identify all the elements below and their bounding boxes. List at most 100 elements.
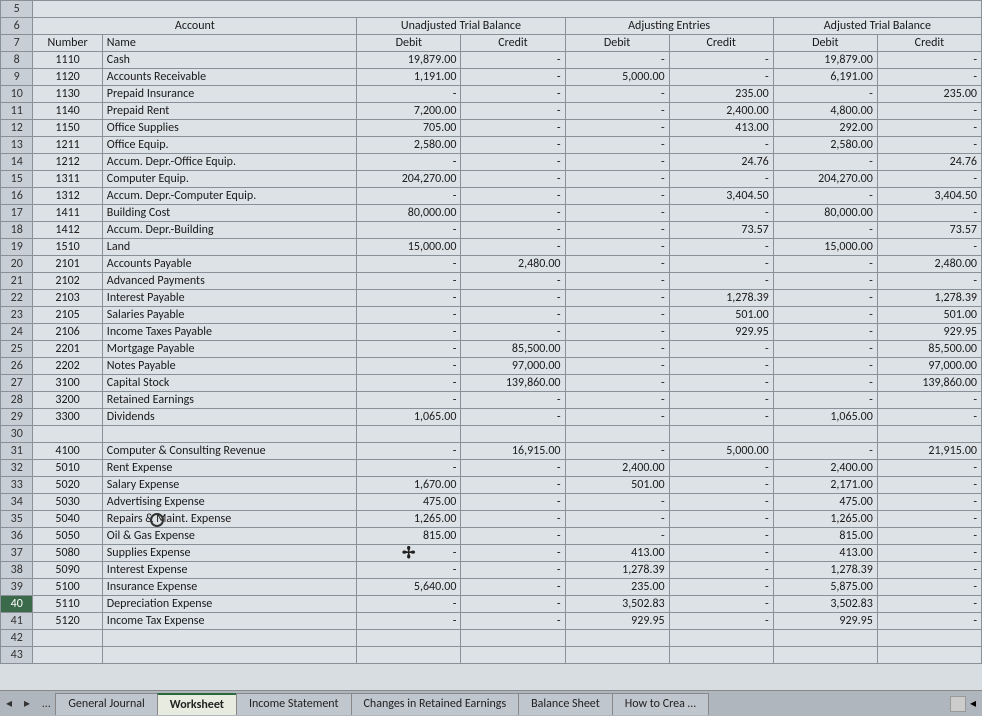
- cell-atb-debit[interactable]: 815.00: [773, 528, 877, 545]
- cell-account-number[interactable]: 5080: [33, 545, 102, 562]
- cell-account-name[interactable]: Office Equip.: [102, 137, 357, 154]
- cell-adj-credit[interactable]: 73.57: [669, 222, 773, 239]
- cell-adj-debit[interactable]: 235.00: [565, 579, 669, 596]
- cell-atb-credit[interactable]: -: [877, 528, 981, 545]
- cell-account-number[interactable]: 2103: [33, 290, 102, 307]
- cell-adj-credit[interactable]: 501.00: [669, 307, 773, 324]
- cell-empty[interactable]: [33, 1, 982, 18]
- cell-account-name[interactable]: Accum. Depr.-Office Equip.: [102, 154, 357, 171]
- cell-adj-credit[interactable]: -: [669, 579, 773, 596]
- cell-atb-credit[interactable]: -: [877, 205, 981, 222]
- cell-adj-debit[interactable]: -: [565, 392, 669, 409]
- cell-utb-credit[interactable]: 97,000.00: [461, 358, 565, 375]
- cell-adj-credit[interactable]: -: [669, 52, 773, 69]
- cell-empty[interactable]: [565, 647, 669, 664]
- row-header[interactable]: 42: [1, 630, 33, 647]
- cell-adj-debit[interactable]: -: [565, 188, 669, 205]
- cell-adj-credit[interactable]: -: [669, 273, 773, 290]
- cell-empty[interactable]: [357, 647, 461, 664]
- cell-utb-debit[interactable]: -: [357, 613, 461, 630]
- cell-utb-debit[interactable]: -: [357, 324, 461, 341]
- cell-account-number[interactable]: 1411: [33, 205, 102, 222]
- cell-account-number[interactable]: 1412: [33, 222, 102, 239]
- cell-atb-credit[interactable]: -: [877, 69, 981, 86]
- cell-atb-debit[interactable]: 80,000.00: [773, 205, 877, 222]
- cell-utb-credit[interactable]: -: [461, 579, 565, 596]
- cell-adj-credit[interactable]: 24.76: [669, 154, 773, 171]
- header-adj[interactable]: Adjusting Entries: [565, 18, 773, 35]
- cell-atb-debit[interactable]: 2,580.00: [773, 137, 877, 154]
- cell-utb-debit[interactable]: -: [357, 188, 461, 205]
- cell-adj-debit[interactable]: -: [565, 171, 669, 188]
- cell-utb-credit[interactable]: -: [461, 324, 565, 341]
- cell-utb-credit[interactable]: -: [461, 52, 565, 69]
- cell-utb-debit[interactable]: 1,065.00: [357, 409, 461, 426]
- row-header[interactable]: 43: [1, 647, 33, 664]
- header-atb-debit[interactable]: Debit: [773, 35, 877, 52]
- cell-atb-debit[interactable]: 475.00: [773, 494, 877, 511]
- cell-atb-credit[interactable]: -: [877, 494, 981, 511]
- cell-atb-credit[interactable]: [877, 426, 981, 443]
- row-header[interactable]: 6: [1, 18, 33, 35]
- cell-adj-credit[interactable]: -: [669, 596, 773, 613]
- cell-adj-debit[interactable]: -: [565, 120, 669, 137]
- row-header[interactable]: 27: [1, 375, 33, 392]
- cell-utb-debit[interactable]: 705.00: [357, 120, 461, 137]
- cell-atb-debit[interactable]: -: [773, 188, 877, 205]
- sheet-tab[interactable]: How to Crea …: [612, 693, 709, 715]
- cell-utb-debit[interactable]: 19,879.00: [357, 52, 461, 69]
- row-header[interactable]: 25: [1, 341, 33, 358]
- cell-account-name[interactable]: Office Supplies: [102, 120, 357, 137]
- cell-adj-credit[interactable]: 413.00: [669, 120, 773, 137]
- cell-adj-credit[interactable]: -: [669, 341, 773, 358]
- cell-account-number[interactable]: 1130: [33, 86, 102, 103]
- cell-atb-debit[interactable]: 1,278.39: [773, 562, 877, 579]
- cell-atb-debit[interactable]: 4,800.00: [773, 103, 877, 120]
- cell-atb-credit[interactable]: 24.76: [877, 154, 981, 171]
- cell-utb-credit[interactable]: 85,500.00: [461, 341, 565, 358]
- cell-adj-debit[interactable]: 2,400.00: [565, 460, 669, 477]
- cell-atb-credit[interactable]: -: [877, 273, 981, 290]
- row-header[interactable]: 11: [1, 103, 33, 120]
- cell-atb-credit[interactable]: 235.00: [877, 86, 981, 103]
- scroll-button-icon[interactable]: [950, 696, 966, 712]
- cell-utb-credit[interactable]: -: [461, 460, 565, 477]
- header-atb[interactable]: Adjusted Trial Balance: [773, 18, 981, 35]
- cell-adj-debit[interactable]: -: [565, 256, 669, 273]
- row-header[interactable]: 26: [1, 358, 33, 375]
- cell-account-name[interactable]: Dividends: [102, 409, 357, 426]
- cell-adj-debit[interactable]: 5,000.00: [565, 69, 669, 86]
- cell-utb-credit[interactable]: -: [461, 154, 565, 171]
- cell-account-name[interactable]: Salary Expense: [102, 477, 357, 494]
- cell-atb-credit[interactable]: 97,000.00: [877, 358, 981, 375]
- cell-account-number[interactable]: 1140: [33, 103, 102, 120]
- row-header[interactable]: 7: [1, 35, 33, 52]
- cell-utb-debit[interactable]: -: [357, 341, 461, 358]
- cell-account-name[interactable]: Accounts Payable: [102, 256, 357, 273]
- cell-account-name[interactable]: Cash: [102, 52, 357, 69]
- cell-utb-credit[interactable]: -: [461, 188, 565, 205]
- cell-account-number[interactable]: 1211: [33, 137, 102, 154]
- cell-adj-debit[interactable]: -: [565, 239, 669, 256]
- cell-account-number[interactable]: 1312: [33, 188, 102, 205]
- cell-account-name[interactable]: Computer & Consulting Revenue: [102, 443, 357, 460]
- cell-atb-credit[interactable]: 3,404.50: [877, 188, 981, 205]
- cell-atb-credit[interactable]: -: [877, 545, 981, 562]
- sheet-tab[interactable]: Balance Sheet: [518, 693, 613, 715]
- cell-adj-credit[interactable]: -: [669, 613, 773, 630]
- cell-atb-debit[interactable]: 3,502.83: [773, 596, 877, 613]
- cell-account-number[interactable]: 5050: [33, 528, 102, 545]
- cell-account-name[interactable]: Advertising Expense: [102, 494, 357, 511]
- row-header[interactable]: 40: [1, 596, 33, 613]
- cell-utb-credit[interactable]: -: [461, 137, 565, 154]
- cell-utb-debit[interactable]: 5,640.00: [357, 579, 461, 596]
- cell-atb-credit[interactable]: -: [877, 511, 981, 528]
- cell-utb-credit[interactable]: -: [461, 290, 565, 307]
- cell-account-name[interactable]: Land: [102, 239, 357, 256]
- cell-adj-debit[interactable]: -: [565, 205, 669, 222]
- cell-account-number[interactable]: 2102: [33, 273, 102, 290]
- row-header[interactable]: 37: [1, 545, 33, 562]
- cell-adj-debit[interactable]: -: [565, 52, 669, 69]
- row-header[interactable]: 14: [1, 154, 33, 171]
- header-account[interactable]: Account: [33, 18, 357, 35]
